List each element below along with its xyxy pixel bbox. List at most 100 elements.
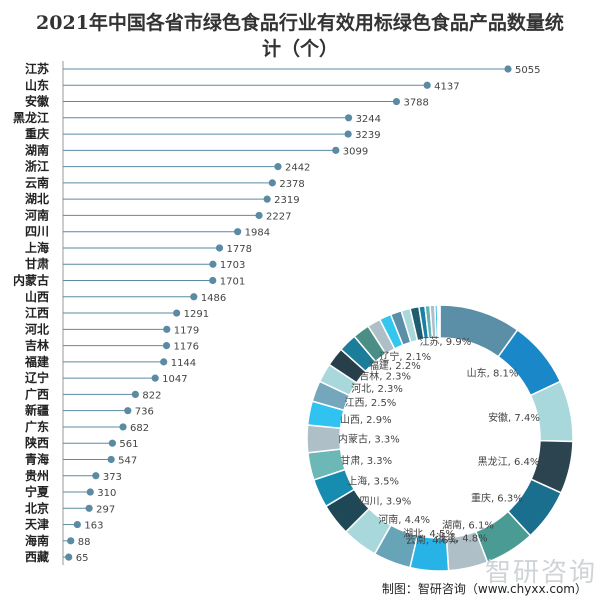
data-label: 1701 bbox=[220, 277, 245, 288]
donut-label: 河南, 4.4% bbox=[378, 513, 430, 526]
lollipop-dot bbox=[344, 114, 353, 122]
lollipop-dot bbox=[85, 504, 93, 512]
category-label: 江苏 bbox=[25, 61, 49, 76]
data-label: 3788 bbox=[403, 98, 428, 109]
category-label: 新疆 bbox=[25, 403, 49, 418]
category-label: 天津 bbox=[25, 517, 49, 532]
chart-title: 2021年中国各省市绿色食品行业有效用标绿色食品产品数量统计（个） bbox=[36, 12, 564, 60]
donut-label: 云南, 4.6% bbox=[406, 534, 458, 547]
lollipop-dot bbox=[151, 374, 159, 382]
data-label: 2319 bbox=[274, 195, 299, 206]
lollipop-dot bbox=[209, 276, 217, 285]
lollipop-dot bbox=[67, 537, 75, 545]
lollipop-dot bbox=[268, 179, 276, 187]
category-label: 内蒙古 bbox=[13, 273, 49, 288]
lollipop-dot bbox=[86, 488, 94, 496]
lollipop-dot bbox=[274, 163, 282, 171]
data-label: 1047 bbox=[162, 374, 187, 385]
data-label: 65 bbox=[76, 553, 89, 564]
data-label: 547 bbox=[118, 455, 137, 466]
data-label: 2378 bbox=[279, 179, 304, 190]
category-label: 湖北 bbox=[25, 191, 49, 206]
donut-label: 辽宁, 2.1% bbox=[379, 350, 431, 363]
donut-label: 上海, 3.5% bbox=[347, 475, 399, 488]
category-label: 四川 bbox=[25, 225, 49, 239]
lollipop-dot bbox=[107, 455, 115, 464]
lollipop-dot bbox=[423, 81, 431, 89]
data-label: 1179 bbox=[174, 325, 199, 336]
donut-label: 内蒙古, 3.3% bbox=[338, 433, 400, 446]
lollipop-dot bbox=[392, 97, 401, 106]
lollipop-dot bbox=[215, 244, 224, 252]
donut-slice bbox=[306, 424, 342, 454]
lollipop-chart: 江苏 5055 山东 4137 安徽 3788 黑龙江 3244 重庆 3239 湖南 3099 浙江 2… bbox=[13, 61, 540, 566]
data-label: 3099 bbox=[343, 146, 368, 157]
lollipop-dot bbox=[73, 520, 81, 529]
category-label: 重庆 bbox=[25, 126, 49, 141]
category-label: 河南 bbox=[24, 207, 49, 222]
category-label: 海南 bbox=[25, 533, 49, 548]
lollipop-dot bbox=[65, 553, 73, 561]
category-label: 青海 bbox=[25, 451, 49, 466]
data-label: 373 bbox=[103, 472, 122, 483]
donut-label: 河北, 2.3% bbox=[351, 383, 403, 395]
data-label: 1778 bbox=[227, 244, 252, 255]
lollipop-dot bbox=[332, 146, 340, 154]
data-label: 1703 bbox=[220, 260, 245, 271]
category-label: 浙江 bbox=[25, 159, 49, 174]
data-label: 2442 bbox=[285, 163, 310, 174]
data-label: 682 bbox=[130, 423, 149, 434]
donut-label: 甘肃, 3.3% bbox=[340, 454, 392, 467]
data-label: 163 bbox=[84, 521, 103, 532]
data-label: 736 bbox=[135, 407, 154, 418]
data-label: 310 bbox=[97, 488, 116, 499]
data-label: 1291 bbox=[184, 309, 209, 320]
category-label: 甘肃 bbox=[25, 256, 49, 271]
donut-label: 山东, 8.1% bbox=[467, 367, 519, 380]
lollipop-dot bbox=[131, 390, 139, 398]
donut-label: 重庆, 6.3% bbox=[471, 492, 523, 505]
donut-label: 安徽, 7.4% bbox=[488, 411, 540, 424]
donut-label: 四川, 3.9% bbox=[360, 497, 412, 508]
lollipop-dot bbox=[163, 325, 171, 333]
lollipop-dot bbox=[255, 211, 263, 220]
data-label: 1984 bbox=[245, 228, 270, 239]
donut-label: 山西, 2.9% bbox=[340, 414, 392, 426]
data-label: 5055 bbox=[515, 65, 540, 76]
lollipop-dot bbox=[263, 195, 271, 203]
data-label: 1486 bbox=[201, 293, 226, 304]
donut-label: 吉林, 2.3% bbox=[359, 370, 411, 383]
category-label: 西藏 bbox=[25, 549, 49, 564]
data-label: 3244 bbox=[356, 114, 381, 125]
data-label: 1144 bbox=[171, 358, 196, 369]
lollipop-dot bbox=[209, 260, 217, 268]
category-label: 江西 bbox=[25, 305, 49, 320]
lollipop-dot bbox=[119, 423, 127, 431]
donut-label: 湖北, 4.5% bbox=[403, 528, 455, 540]
source-note: 制图：智研咨询（www.chyxx.com） bbox=[381, 582, 587, 596]
donut-label: 湖南, 6.1% bbox=[442, 519, 494, 532]
donut-chart: 江苏, 9.9% 山东, 8.1% 安徽, 7.4% 黑龙江, 6.4% 重庆, 6.3… bbox=[306, 304, 574, 572]
category-label: 辽宁 bbox=[25, 370, 49, 385]
donut-label: 江西, 2.5% bbox=[345, 397, 397, 409]
donut-label: 黑龙江, 6.4% bbox=[478, 455, 540, 468]
lollipop-dot bbox=[108, 439, 116, 447]
category-label: 山西 bbox=[25, 289, 49, 304]
category-label: 福建 bbox=[24, 354, 50, 369]
category-label: 北京 bbox=[25, 500, 49, 515]
donut-label: 福建, 2.2% bbox=[369, 359, 421, 372]
category-label: 河北 bbox=[24, 321, 49, 336]
lollipop-dot bbox=[234, 228, 242, 236]
watermark-text: 智研咨询 bbox=[484, 558, 597, 588]
data-label: 297 bbox=[96, 504, 115, 515]
category-label: 陕西 bbox=[25, 435, 49, 450]
lollipop-dot bbox=[344, 130, 352, 138]
data-label: 2227 bbox=[266, 211, 291, 222]
category-label: 上海 bbox=[25, 240, 49, 255]
category-label: 湖南 bbox=[25, 142, 49, 157]
lollipop-dot bbox=[162, 341, 171, 350]
lollipop-dot bbox=[160, 358, 168, 366]
donut-label: 浙江, 4.8% bbox=[436, 533, 488, 545]
